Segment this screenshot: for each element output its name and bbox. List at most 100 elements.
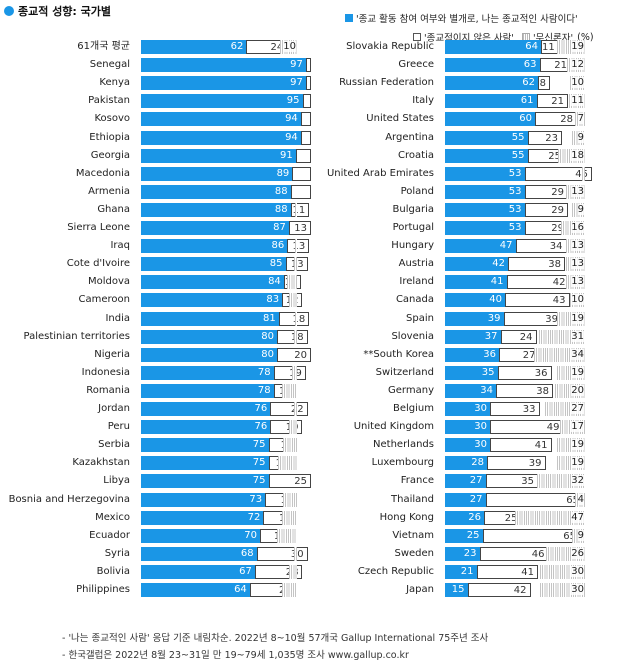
right-bar-not-religious-japan: 42 <box>467 583 531 597</box>
left-bar-religious-syria: 68 <box>141 546 257 561</box>
left-bar-religious-philippines: 64 <box>141 583 250 597</box>
left-bar-religious-senegal: 97 <box>141 58 306 73</box>
left-bar-religious-romania: 78 <box>141 383 274 398</box>
right-bar-religious-italy: 61 <box>445 94 537 109</box>
right-country-label-switzerland: Switzerland <box>375 366 434 378</box>
right-bar-atheist-united-arab-emirates <box>582 166 585 181</box>
right-bar-religious-canada: 40 <box>445 293 505 308</box>
right-bar-not-religious-netherlands: 41 <box>490 438 552 453</box>
right-bar-not-religious-luxembourg: 39 <box>487 456 546 471</box>
chart-title-text: 종교적 성향: 국가별 <box>18 5 112 18</box>
right-bar-atheist-value-italy: 11 <box>571 95 584 107</box>
right-country-label-slovenia: Slovenia <box>391 330 434 342</box>
right-bar-not-religious-czech-republic: 41 <box>476 564 538 579</box>
right-country-label-netherlands: Netherlands <box>373 439 434 451</box>
right-country-label-portugal: Portugal <box>392 222 434 233</box>
right-bar-not-religious-sweden: 46 <box>479 546 549 561</box>
chart-title: 종교적 성향: 국가별 <box>4 3 111 19</box>
right-bar-atheist-value-greece: 12 <box>571 59 584 71</box>
right-bar-not-religious-spain: 39 <box>503 311 562 326</box>
right-bar-atheist-value-ireland: 13 <box>571 276 584 288</box>
right-bar-religious-bulgaria: 53 <box>445 202 525 217</box>
right-bar-atheist-value-bulgaria: 9 <box>577 203 584 215</box>
footnote-1: - '나는 종교적인 사람' 응답 기준 내림차순. 2022년 8~10월 5… <box>62 633 489 644</box>
right-country-label-spain: Spain <box>406 312 434 324</box>
right-bar-atheist-value-hong-kong: 47 <box>571 511 584 523</box>
right-bar-religious-south-korea: 36 <box>445 347 499 362</box>
legend-not-religious-label: '종교적이지 않은 사람' <box>424 33 514 44</box>
left-bar-not-religious-kenya <box>305 76 311 91</box>
left-country-label-jordan: Jordan <box>98 403 130 414</box>
left-bar-religious-nigeria: 80 <box>141 347 277 362</box>
right-bar-atheist-value-germany: 20 <box>571 384 584 396</box>
right-bar-not-religious-vietnam: 65 <box>482 528 580 543</box>
left-bar-atheist-syria <box>293 546 297 561</box>
right-bar-religious-vietnam: 25 <box>445 528 483 543</box>
right-country-label-canada: Canada <box>395 294 434 306</box>
left-bar-religious-macedonia: 89 <box>141 166 293 181</box>
right-country-label-united-kingdom: United Kingdom <box>353 421 434 433</box>
left-bar-not-religious-iraq: 13 <box>287 239 310 254</box>
left-bar-atheist-indonesia <box>291 365 297 380</box>
right-bar-religious-germany: 34 <box>445 383 496 398</box>
right-bar-atheist-value-slovenia: 31 <box>571 330 584 342</box>
left-bar-atheist-iraq <box>295 239 297 254</box>
right-bar-atheist-value-thailand: 4 <box>577 493 584 505</box>
right-country-label-thailand: Thailand <box>391 493 434 505</box>
right-bar-atheist-hong-kong: 47 <box>514 510 585 525</box>
right-country-label-italy: Italy <box>412 95 434 107</box>
right-bar-religious-hungary: 47 <box>445 239 516 254</box>
right-bar-not-religious-united-kingdom: 49 <box>490 420 564 435</box>
left-country-label-palestinian-territories: Palestinian territories <box>23 330 131 342</box>
right-country-label-poland: Poland <box>400 185 434 197</box>
right-bar-religious-japan: 15 <box>445 583 468 597</box>
left-bar-not-religious-ghana: 11 <box>290 202 310 217</box>
right-bar-atheist-belgium: 27 <box>544 402 585 416</box>
right-bar-atheist-value-spain: 19 <box>571 312 584 324</box>
right-bar-not-religious-argentina: 23 <box>527 130 562 145</box>
left-bar-religious-jordan: 76 <box>141 402 271 416</box>
right-bar-atheist-value-france: 32 <box>571 475 584 487</box>
right-bar-religious-switzerland: 35 <box>445 365 498 380</box>
right-bar-atheist-croatia: 18 <box>558 148 585 163</box>
right-bar-religious-united-states: 60 <box>445 112 535 127</box>
left-bar-religious-pakistan: 95 <box>141 94 303 109</box>
left-bar-religious-libya: 75 <box>141 474 269 489</box>
right-bar-atheist-south-korea: 34 <box>534 347 585 362</box>
right-bar-atheist-luxembourg: 19 <box>556 456 585 471</box>
right-bar-not-religious-italy: 21 <box>536 94 568 109</box>
left-bar-atheist-ecuador <box>276 528 297 543</box>
right-bar-atheist-value-vietnam: 9 <box>577 529 584 541</box>
right-country-label-czech-republic: Czech Republic <box>357 565 434 577</box>
right-bar-religious-russian-federation: 62 <box>445 76 538 91</box>
right-country-label-south-korea: **South Korea <box>363 348 434 360</box>
left-country-label-georgia: Georgia <box>90 149 130 161</box>
left-country-label-cote-d-ivoire: Cote d'Ivoire <box>66 258 130 270</box>
left-bar-atheist-ghana <box>295 202 297 217</box>
legend-unit: (%) <box>577 31 594 43</box>
right-country-label-sweden: Sweden <box>394 547 434 559</box>
legend-religious-swatch-icon <box>345 14 353 22</box>
left-country-label-ecuador: Ecuador <box>89 529 130 541</box>
right-country-label-belgium: Belgium <box>393 403 434 414</box>
right-bar-religious-poland: 53 <box>445 184 525 199</box>
right-bar-religious-portugal: 53 <box>445 221 525 235</box>
right-bar-atheist-value-luxembourg: 19 <box>571 457 584 469</box>
right-bar-atheist-vietnam: 9 <box>571 528 585 543</box>
right-country-label-united-arab-emirates: United Arab Emirates <box>326 167 434 179</box>
right-bar-atheist-czech-republic: 30 <box>540 564 585 579</box>
right-bar-atheist-value-slovakia-republic: 19 <box>571 41 584 52</box>
right-bar-not-religious-france: 35 <box>485 474 538 489</box>
right-bar-not-religious-russian-federation: 8 <box>538 76 550 91</box>
left-bar-religious-cameroon: 83 <box>141 293 283 308</box>
left-bar-not-religious-sierra-leone: 13 <box>288 221 311 235</box>
right-bar-atheist-portugal: 16 <box>561 221 585 235</box>
left-bar-religious-peru: 76 <box>141 420 271 435</box>
right-bar-atheist-value-russian-federation: 10 <box>571 77 584 89</box>
left-bar-atheist-india <box>295 311 297 326</box>
left-bar-atheist-jordan <box>293 402 297 416</box>
left-bar-religious-armenia: 88 <box>141 184 291 199</box>
right-bar-religious-sweden: 23 <box>445 546 480 561</box>
left-country-label-bolivia: Bolivia <box>96 565 130 577</box>
left-bar-atheist-peru <box>288 420 297 435</box>
